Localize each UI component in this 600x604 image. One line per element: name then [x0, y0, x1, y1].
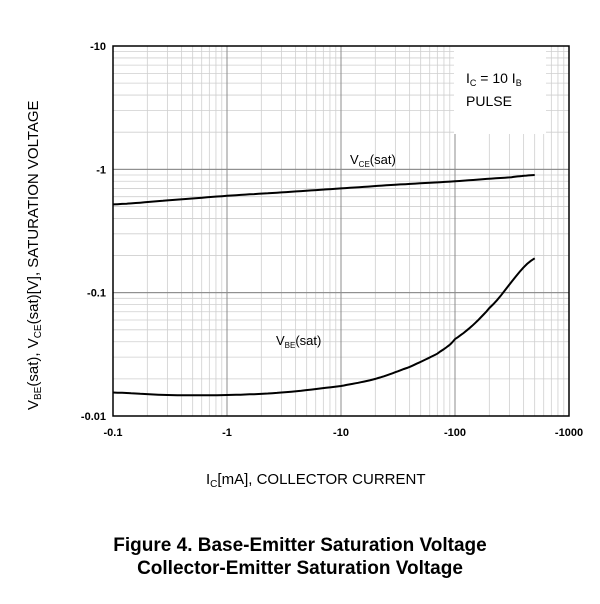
x-tick-label: -0.1 [104, 427, 123, 439]
chart-canvas: -10 -1 -0.1 -0.01 -0.1 -1 -10 -100 -1000 IC = 1… [25, 41, 584, 490]
x-tick-label: -100 [444, 427, 466, 439]
y-tick-labels: -10 -1 -0.1 -0.01 [81, 41, 106, 423]
x-tick-labels: -0.1 -1 -10 -100 -1000 [104, 427, 584, 439]
series-line-vce-sat [112, 174, 535, 206]
caption-line2: Collector-Emitter Saturation Voltage [137, 558, 463, 579]
x-tick-label: -1 [222, 427, 232, 439]
y-tick-label: -1 [96, 164, 106, 176]
series-label-vce: VCE(sat) [350, 152, 396, 169]
series-layer [112, 174, 536, 397]
annotation-box [454, 46, 546, 134]
y-axis-title: VBE(sat), VCE(sat)[V], SATURATION VOLTAG… [25, 100, 44, 410]
caption-line1: Figure 4. Base-Emitter Saturation Voltag… [113, 535, 487, 556]
x-tick-label: -1000 [555, 427, 583, 439]
y-tick-label: -0.01 [81, 411, 106, 423]
y-tick-label: -0.1 [87, 288, 106, 300]
x-tick-label: -10 [333, 427, 349, 439]
annotation-line1: IC = 10 IB [466, 70, 522, 88]
series-line-vbe-sat [112, 257, 536, 397]
plot-frame [112, 45, 570, 417]
annotation-line2: PULSE [466, 93, 512, 109]
y-tick-label: -10 [90, 41, 106, 53]
x-axis-title: IC[mA], COLLECTOR CURRENT [206, 471, 426, 490]
figure-caption: Figure 4. Base-Emitter Saturation Voltag… [0, 534, 600, 580]
series-label-vbe: VBE(sat) [276, 333, 321, 350]
